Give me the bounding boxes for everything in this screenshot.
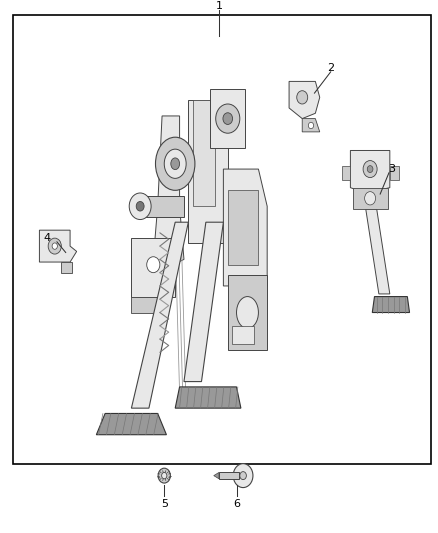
Polygon shape (219, 472, 239, 479)
Ellipse shape (164, 149, 186, 179)
Ellipse shape (240, 472, 246, 480)
Ellipse shape (48, 238, 61, 254)
Polygon shape (61, 262, 72, 273)
Polygon shape (353, 188, 388, 209)
Ellipse shape (52, 243, 57, 249)
Ellipse shape (237, 296, 258, 328)
Ellipse shape (223, 113, 233, 124)
Polygon shape (193, 100, 215, 206)
Bar (13, 15, 431, 464)
Polygon shape (39, 230, 77, 262)
Bar (232, 326, 254, 344)
Ellipse shape (136, 201, 144, 211)
Ellipse shape (233, 464, 253, 488)
Polygon shape (131, 296, 158, 312)
Polygon shape (228, 276, 267, 350)
Polygon shape (350, 150, 390, 193)
Polygon shape (188, 100, 228, 244)
Polygon shape (223, 169, 267, 286)
Polygon shape (184, 222, 223, 382)
Ellipse shape (367, 166, 373, 173)
Ellipse shape (308, 122, 314, 128)
Polygon shape (210, 90, 245, 148)
Polygon shape (131, 238, 175, 296)
Polygon shape (372, 296, 410, 312)
Ellipse shape (129, 193, 151, 220)
Text: 2: 2 (327, 63, 334, 73)
Ellipse shape (162, 472, 167, 479)
Polygon shape (366, 209, 390, 294)
Text: 4: 4 (43, 233, 50, 243)
Polygon shape (228, 190, 258, 265)
Polygon shape (175, 387, 241, 408)
Polygon shape (390, 166, 399, 180)
Ellipse shape (364, 192, 376, 205)
Polygon shape (302, 119, 320, 132)
Ellipse shape (216, 104, 240, 133)
Polygon shape (342, 166, 350, 180)
Polygon shape (140, 196, 184, 217)
Ellipse shape (363, 160, 377, 177)
Ellipse shape (155, 137, 195, 190)
Ellipse shape (147, 257, 160, 273)
Polygon shape (153, 116, 184, 270)
Polygon shape (289, 82, 320, 119)
Ellipse shape (297, 91, 307, 104)
Ellipse shape (171, 158, 180, 169)
Text: 6: 6 (233, 499, 240, 509)
Text: 5: 5 (161, 499, 168, 509)
Text: 1: 1 (215, 1, 223, 11)
Polygon shape (96, 414, 166, 435)
Polygon shape (214, 472, 219, 479)
Ellipse shape (158, 468, 170, 483)
Text: 3: 3 (389, 164, 396, 174)
Polygon shape (131, 222, 188, 408)
